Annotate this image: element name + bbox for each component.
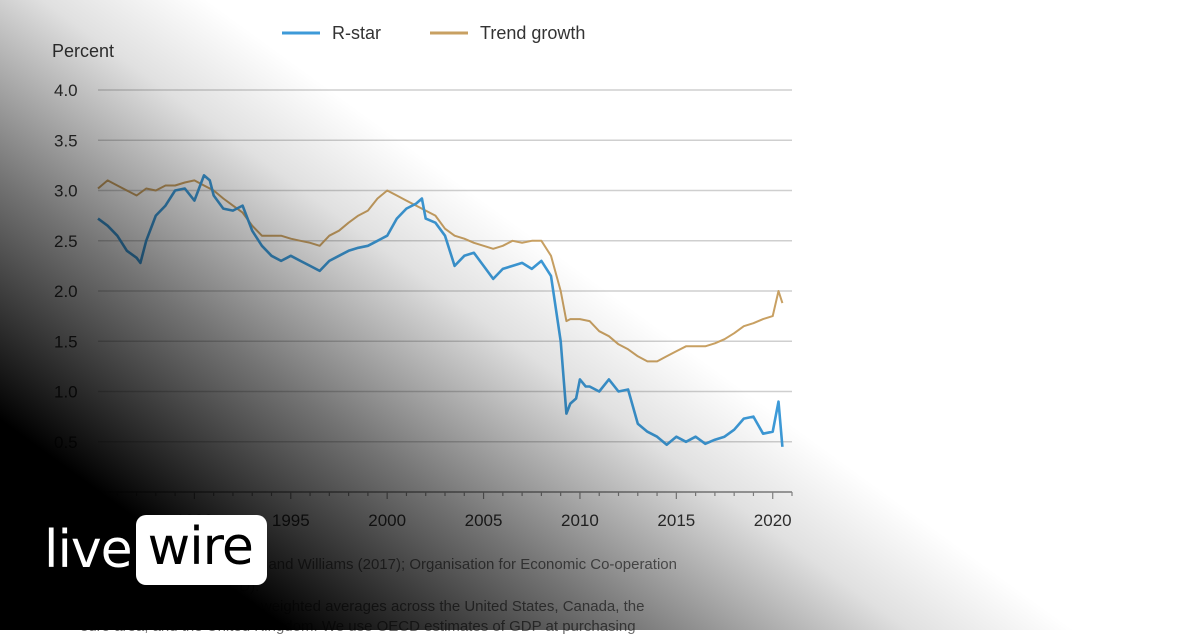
legend-label: R-star <box>332 23 381 43</box>
x-tick-label: 2015 <box>657 511 695 530</box>
x-tick-label: 2005 <box>465 511 503 530</box>
logo-text-live: live <box>44 520 133 580</box>
x-tick-label: 2010 <box>561 511 599 530</box>
x-tick-label: 2020 <box>754 511 792 530</box>
y-axis-label: Percent <box>52 41 114 61</box>
y-tick-labels: 0.0 0.5 1.0 1.5 2.0 2.5 3.0 3.5 4.0 <box>54 81 78 502</box>
y-tick-label: 3.5 <box>54 131 78 150</box>
legend: R-star Trend growth <box>282 23 585 43</box>
y-tick-label: 3.0 <box>54 182 78 201</box>
y-tick-label: 1.0 <box>54 383 78 402</box>
y-tick-label: 4.0 <box>54 81 78 100</box>
logo-text-wire: wire <box>135 515 267 585</box>
y-tick-label: 2.5 <box>54 232 78 251</box>
x-tick-label: 2000 <box>368 511 406 530</box>
source-line-3: Notes: Estimates are GDP-weighted averag… <box>80 598 645 615</box>
x-tick-label: 1995 <box>272 511 310 530</box>
series-line-trend-growth <box>97 179 784 363</box>
y-tick-label: 2.0 <box>54 282 78 301</box>
series-layer <box>97 174 784 447</box>
y-tick-label: 0.0 <box>54 483 78 502</box>
gridlines <box>98 89 792 493</box>
livewire-logo[interactable]: live wire <box>44 512 267 588</box>
source-line-4: euro area, and the United Kingdom. We us… <box>80 618 636 635</box>
legend-label: Trend growth <box>480 23 585 43</box>
y-tick-label: 1.5 <box>54 332 78 351</box>
series-line-r-star <box>97 174 784 447</box>
y-tick-label: 0.5 <box>54 433 78 452</box>
